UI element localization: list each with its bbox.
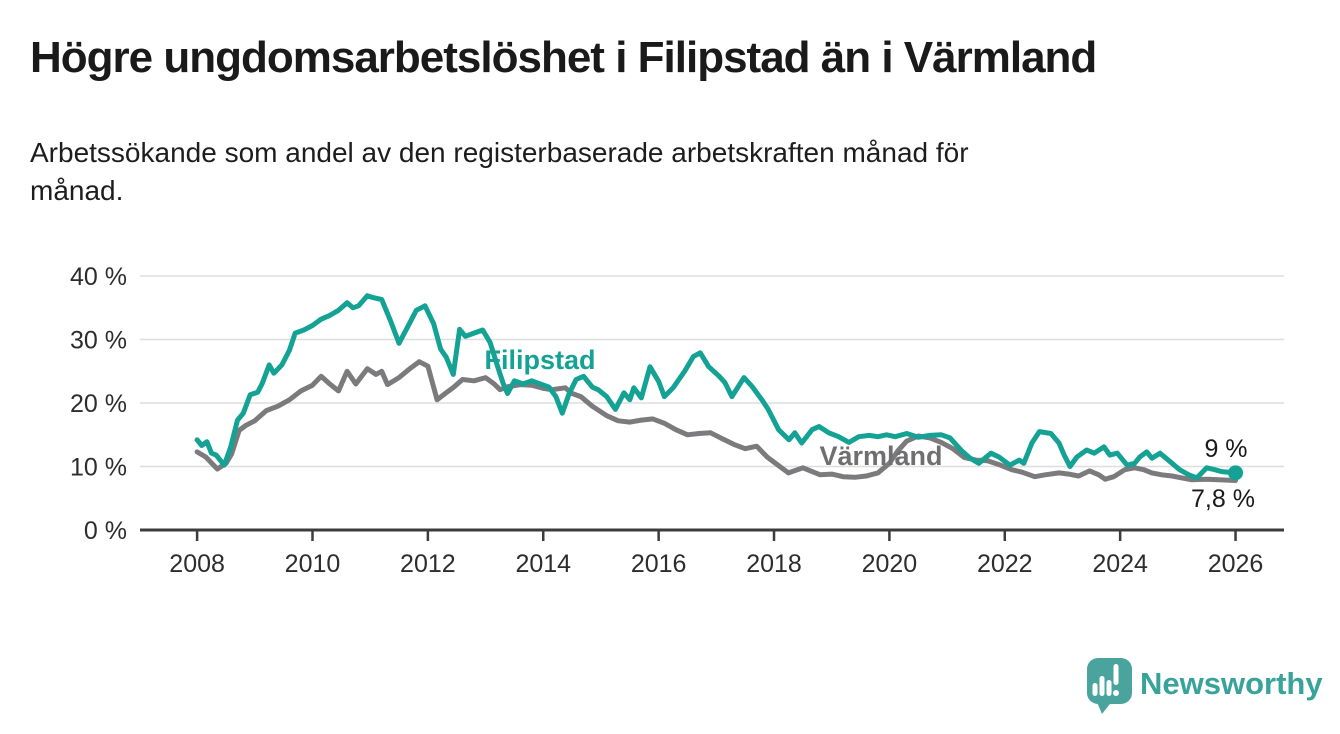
series-line-filipstad bbox=[194, 293, 1238, 481]
x-tick-label: 2024 bbox=[1092, 550, 1148, 578]
chart-title: Högre ungdomsarbetslöshet i Filipstad än… bbox=[30, 33, 1097, 82]
y-tick-label: 0 % bbox=[84, 517, 127, 545]
series-line-värmland bbox=[194, 359, 1238, 483]
y-tick-label: 10 % bbox=[70, 454, 127, 482]
x-tick-label: 2016 bbox=[631, 550, 687, 578]
chart-subtitle-line1: Arbetssökande som andel av den registerb… bbox=[30, 137, 969, 168]
x-tick-label: 2022 bbox=[977, 550, 1033, 578]
x-tick-label: 2026 bbox=[1208, 550, 1264, 578]
logo-bubble-tail bbox=[1096, 700, 1113, 714]
series-label-värmland: Värmland bbox=[819, 441, 942, 471]
x-tick-label: 2014 bbox=[515, 550, 571, 578]
chart-subtitle: Arbetssökande som andel av den registerb… bbox=[30, 134, 1230, 210]
series-end-dot-filipstad bbox=[1228, 465, 1244, 481]
x-tick-label: 2010 bbox=[285, 550, 341, 578]
logo-bar-2 bbox=[1099, 676, 1105, 696]
logo-exclamation-dot bbox=[1113, 690, 1119, 696]
end-value-label: 9 % bbox=[1204, 435, 1247, 463]
chart-subtitle-line2: månad. bbox=[30, 175, 124, 206]
newsworthy-logo[interactable]: Newsworthy bbox=[1087, 658, 1323, 714]
logo-exclamation-bar bbox=[1113, 664, 1119, 685]
x-tick-label: 2012 bbox=[400, 550, 456, 578]
series-label-filipstad: Filipstad bbox=[484, 345, 595, 375]
logo-wordmark: Newsworthy bbox=[1140, 666, 1323, 701]
logo-bar-1 bbox=[1092, 683, 1098, 696]
x-tick-label: 2020 bbox=[862, 550, 918, 578]
logo-bar-3 bbox=[1106, 680, 1112, 696]
y-tick-label: 20 % bbox=[70, 390, 127, 418]
x-tick-label: 2008 bbox=[169, 550, 225, 578]
y-tick-label: 40 % bbox=[70, 263, 127, 291]
y-tick-label: 30 % bbox=[70, 327, 127, 355]
end-value-label: 7,8 % bbox=[1191, 485, 1255, 513]
x-tick-label: 2018 bbox=[746, 550, 802, 578]
